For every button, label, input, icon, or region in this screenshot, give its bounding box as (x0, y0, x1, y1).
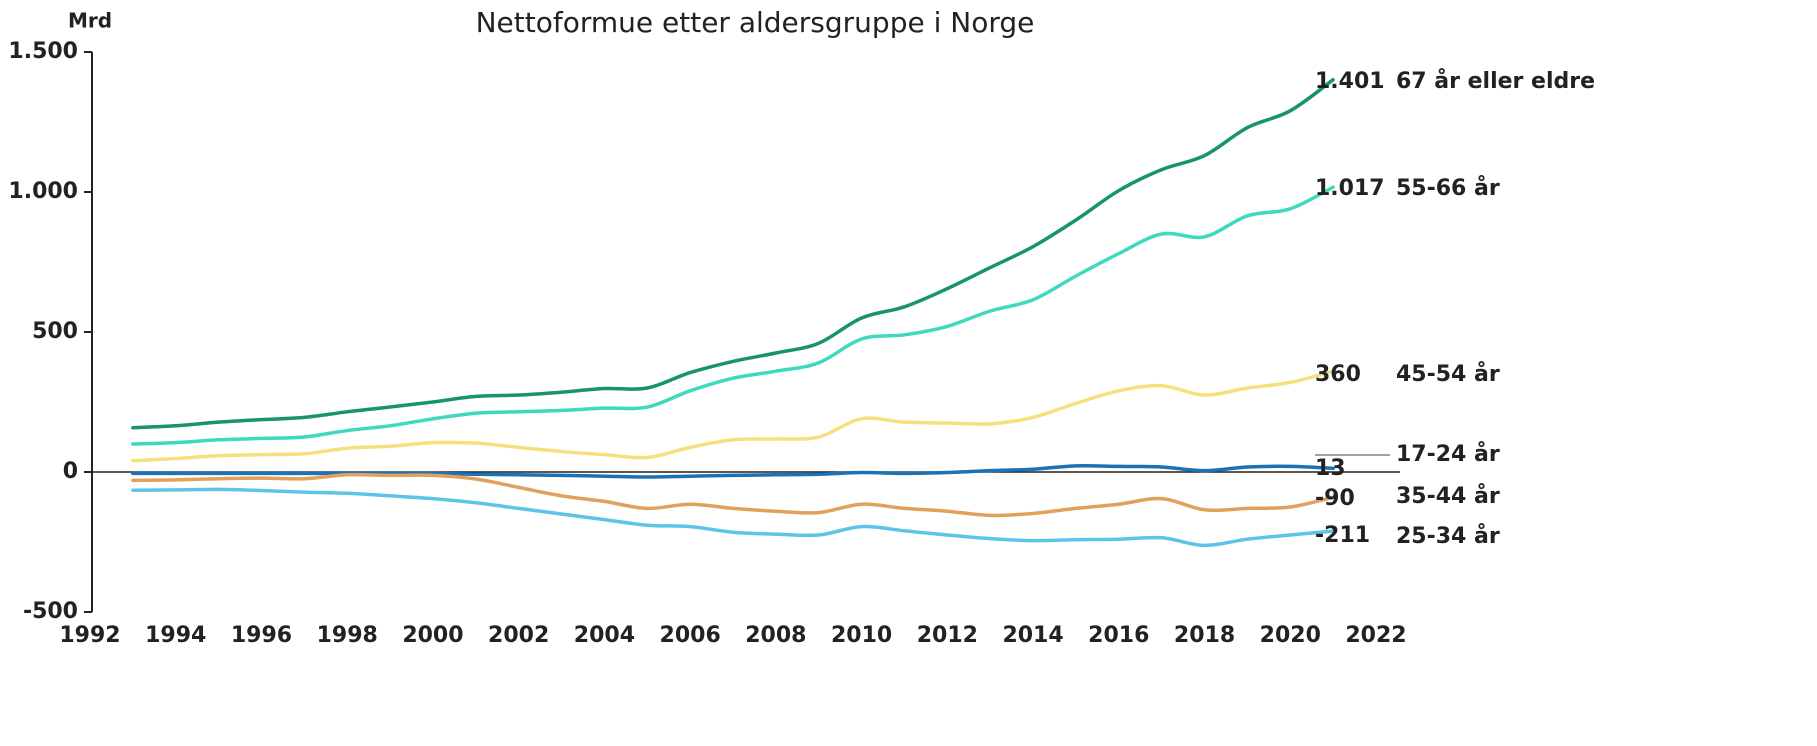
x-tick-label: 2000 (402, 623, 463, 648)
y-tick-label: -500 (23, 599, 78, 624)
x-tick-label: 2006 (660, 623, 721, 648)
series-line (131, 472, 1335, 518)
end-value-label: -211 (1315, 523, 1370, 548)
x-tick-label: 2016 (1088, 623, 1149, 648)
series-line (131, 487, 1335, 548)
x-tick-label: 1998 (317, 623, 378, 648)
x-tick-label: 2022 (1345, 623, 1406, 648)
x-tick-label: 2018 (1174, 623, 1235, 648)
x-tick-label: 2004 (574, 623, 635, 648)
series-name: 17-24 år (1396, 441, 1500, 467)
end-value-label: -90 (1315, 486, 1355, 511)
x-tick-label: 1996 (231, 623, 292, 648)
series-name: 55-66 år (1396, 175, 1500, 201)
chart-title: Nettoformue etter aldersgruppe i Norge (476, 6, 1035, 39)
series-line (131, 369, 1335, 463)
series-name: 45-54 år (1396, 361, 1500, 387)
x-tick-label: 1994 (145, 623, 206, 648)
y-tick-label: 1.000 (8, 179, 78, 204)
end-value-label: 1.017 (1315, 176, 1385, 201)
y-tick-label: 0 (63, 459, 78, 484)
x-tick-label: 2002 (488, 623, 549, 648)
y-axis-label: Mrd (68, 9, 112, 33)
series-line (131, 185, 1335, 446)
x-tick-label: 2014 (1002, 623, 1063, 648)
y-tick-label: 500 (32, 319, 78, 344)
x-tick-label: 2012 (917, 623, 978, 648)
series-line (131, 463, 1335, 479)
x-tick-label: 1992 (59, 623, 120, 648)
x-tick-label: 2010 (831, 623, 892, 648)
series-name: 67 år eller eldre (1396, 68, 1595, 94)
series-name: 35-44 år (1396, 483, 1500, 509)
x-tick-label: 2020 (1260, 623, 1321, 648)
x-tick-label: 2008 (745, 623, 806, 648)
end-value-label: 360 (1315, 362, 1361, 387)
y-tick-label: 1.500 (8, 39, 78, 64)
end-value-label: 13 (1315, 456, 1346, 481)
end-value-label: 1.401 (1315, 69, 1385, 94)
series-line (131, 77, 1335, 430)
series-name: 25-34 år (1396, 523, 1500, 549)
